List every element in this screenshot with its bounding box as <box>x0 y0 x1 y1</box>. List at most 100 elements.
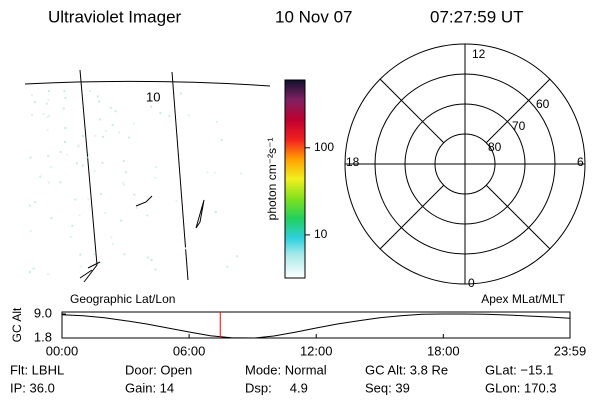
emission-pixel <box>39 175 42 178</box>
status-item: Gain: 14 <box>125 380 174 395</box>
boundary-line <box>24 80 271 87</box>
mlt-label: 6 <box>577 155 584 169</box>
emission-pixel <box>114 110 117 113</box>
y-tick-label: 9.0 <box>34 305 52 320</box>
emission-pixel <box>187 114 190 117</box>
emission-pixel <box>77 145 80 148</box>
emission-pixel <box>111 124 114 126</box>
emission-pixel <box>213 171 216 174</box>
emission-pixel <box>31 94 33 97</box>
emission-pixel <box>59 181 62 184</box>
emission-pixel <box>123 183 126 186</box>
emission-pixel <box>122 160 125 162</box>
emission-pixel <box>79 265 82 268</box>
emission-pixel <box>180 92 183 95</box>
emission-pixel <box>111 242 114 245</box>
x-tick-label: 06:00 <box>173 343 206 358</box>
emission-pixel <box>147 256 149 259</box>
emission-pixel <box>28 204 31 207</box>
emission-pixel <box>66 153 69 156</box>
x-tick-label: 00:00 <box>46 343 79 358</box>
emission-pixel <box>118 131 121 134</box>
emission-pixel <box>63 90 66 93</box>
emission-pixel <box>49 166 52 169</box>
lat-label: 70 <box>512 119 526 133</box>
emission-pixel <box>93 253 96 256</box>
annotation: Apex MLat/MLT <box>481 292 565 306</box>
coast-line <box>195 199 205 229</box>
footer: Flt: LBHL Door: Open Mode: Normal GC Alt: 3… <box>10 362 557 395</box>
emission-pixel <box>74 198 77 201</box>
emission-pixel <box>47 98 50 101</box>
emission-pixel <box>102 135 105 138</box>
emission-pixel <box>50 217 53 220</box>
x-tick-label: 12:00 <box>300 343 333 358</box>
emission-pixel <box>154 268 157 271</box>
x-tick-label: 23:59 <box>554 343 587 358</box>
emission-pixel <box>79 253 82 256</box>
emission-pixel <box>216 120 218 123</box>
emission-pixel <box>32 267 35 270</box>
emission-pixel <box>239 172 242 175</box>
y-axis-label: GC Alt <box>10 307 24 342</box>
polar-plot: 12 18 6 0 80 70 60 <box>344 43 586 290</box>
emission-pixel <box>220 138 223 141</box>
emission-pixel <box>81 164 84 167</box>
time: 07:27:59 UT <box>430 7 524 26</box>
emission-pixel <box>109 106 112 109</box>
emission-pixel <box>214 211 217 214</box>
emission-pixel <box>31 114 34 116</box>
emission-pixel <box>135 207 138 209</box>
emission-pixel <box>122 181 125 184</box>
emission-pixel <box>33 101 36 104</box>
emission-pixel <box>34 201 37 204</box>
emission-pixel <box>69 235 72 238</box>
mlt-label: 12 <box>472 47 486 61</box>
emission-pixel <box>88 153 90 156</box>
emission-pixel <box>150 105 153 108</box>
emission-pixel <box>175 200 178 203</box>
emission-pixel <box>159 112 162 114</box>
status-item: Mode: Normal <box>245 362 327 377</box>
emission-pixel <box>64 96 67 99</box>
status-item: GLat: −15.1 <box>485 362 553 377</box>
emission-pixel <box>184 247 187 250</box>
coast-line <box>79 261 101 279</box>
emission-pixel <box>85 156 88 159</box>
mlt-label: 0 <box>468 276 475 290</box>
status-item: Door: Open <box>125 362 192 377</box>
status-item: Dsp: 4.9 <box>245 380 308 395</box>
emission-pixel <box>89 90 91 92</box>
emission-pixel <box>100 262 103 265</box>
y-tick-label: 1.8 <box>34 329 52 344</box>
emission-pixel <box>128 136 130 139</box>
emission-pixel <box>123 253 126 256</box>
lat-label: 80 <box>488 140 502 154</box>
x-tick-label: 18:00 <box>427 343 460 358</box>
mlt-line <box>345 44 585 284</box>
emission-pixel <box>64 127 67 129</box>
emission-pixel <box>150 259 153 261</box>
emission-pixel <box>124 171 127 174</box>
emission-pixel <box>78 214 81 217</box>
emission-pixel <box>132 122 135 125</box>
emission-pixel <box>29 156 32 159</box>
date: 10 Nov 07 <box>275 7 353 26</box>
emission-pixel <box>48 114 51 117</box>
status-item: Flt: LBHL <box>10 362 64 377</box>
image-label: 10 <box>146 89 160 104</box>
emission-pixel <box>104 129 107 132</box>
altitude-line <box>61 313 571 339</box>
coast-line <box>135 195 153 207</box>
emission-pixel <box>120 219 123 222</box>
emission-pixel <box>146 214 149 217</box>
status-item: Seq: 39 <box>365 380 410 395</box>
colorbar-tick-label: 100 <box>314 140 334 154</box>
lat-label: 60 <box>536 97 550 111</box>
emission-pixel <box>46 128 49 131</box>
emission-pixel <box>104 211 107 214</box>
emission-pixel <box>48 90 50 92</box>
emission-pixel <box>29 229 32 232</box>
emission-pixel <box>87 198 90 201</box>
